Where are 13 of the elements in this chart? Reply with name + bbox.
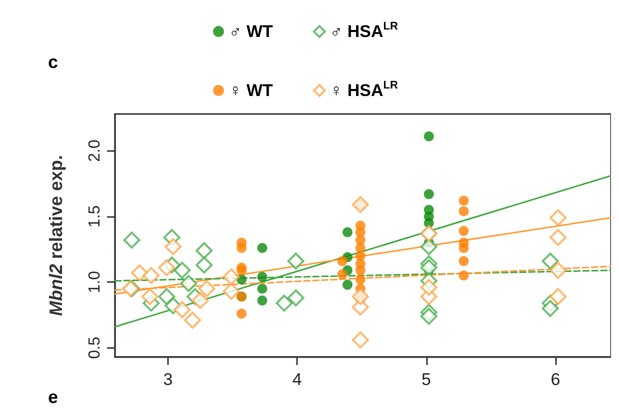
- legend-label: ♀ WT: [229, 81, 274, 100]
- x-tick-label: 3: [163, 370, 173, 389]
- legend-label: ♂ WT: [229, 22, 274, 41]
- y-tick-label: 2.0: [86, 140, 104, 162]
- x-tick-label: 4: [292, 370, 302, 389]
- y-tick-label: 0.5: [86, 336, 104, 359]
- text: e: [48, 387, 58, 407]
- y-tick-label: 1.5: [86, 205, 104, 228]
- y-axis-title: Mbnl2 relative exp.: [46, 154, 66, 316]
- text: c: [48, 52, 58, 72]
- y-tick-label: 1.0: [86, 270, 104, 294]
- x-tick-label: 6: [550, 370, 560, 389]
- x-tick-label: 5: [422, 370, 432, 389]
